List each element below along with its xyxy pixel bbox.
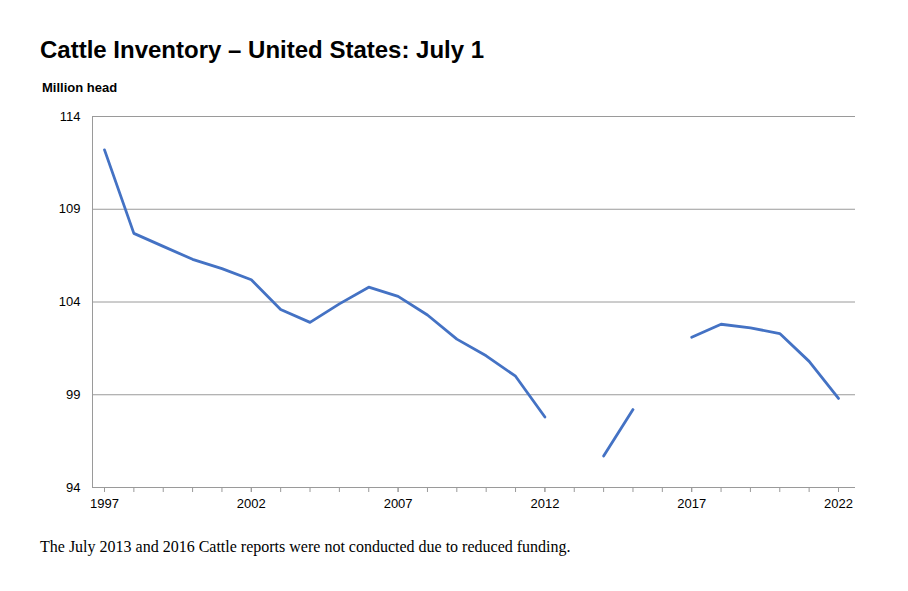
html-text:The July 2013 and 2016 Cattle: The July 2013 and 2016 Cattle reports we… [40,538,571,555]
svg-text:1997: 1997 [90,496,119,511]
svg-text:109: 109 [59,201,81,216]
svg-text:2012: 2012 [530,496,559,511]
svg-text:99: 99 [66,387,80,402]
svg-text:104: 104 [59,294,81,309]
html-text:Cattle Inventory – United Stat: Cattle Inventory – United States: July 1 [40,36,485,63]
svg-text:2002: 2002 [237,496,266,511]
svg-text:2022: 2022 [824,496,853,511]
svg-text:114: 114 [60,109,81,124]
html-text:Million head: Million head [42,80,118,95]
svg-text:94: 94 [66,480,80,495]
svg-text:2007: 2007 [384,496,413,511]
svg-text:2017: 2017 [677,496,706,511]
